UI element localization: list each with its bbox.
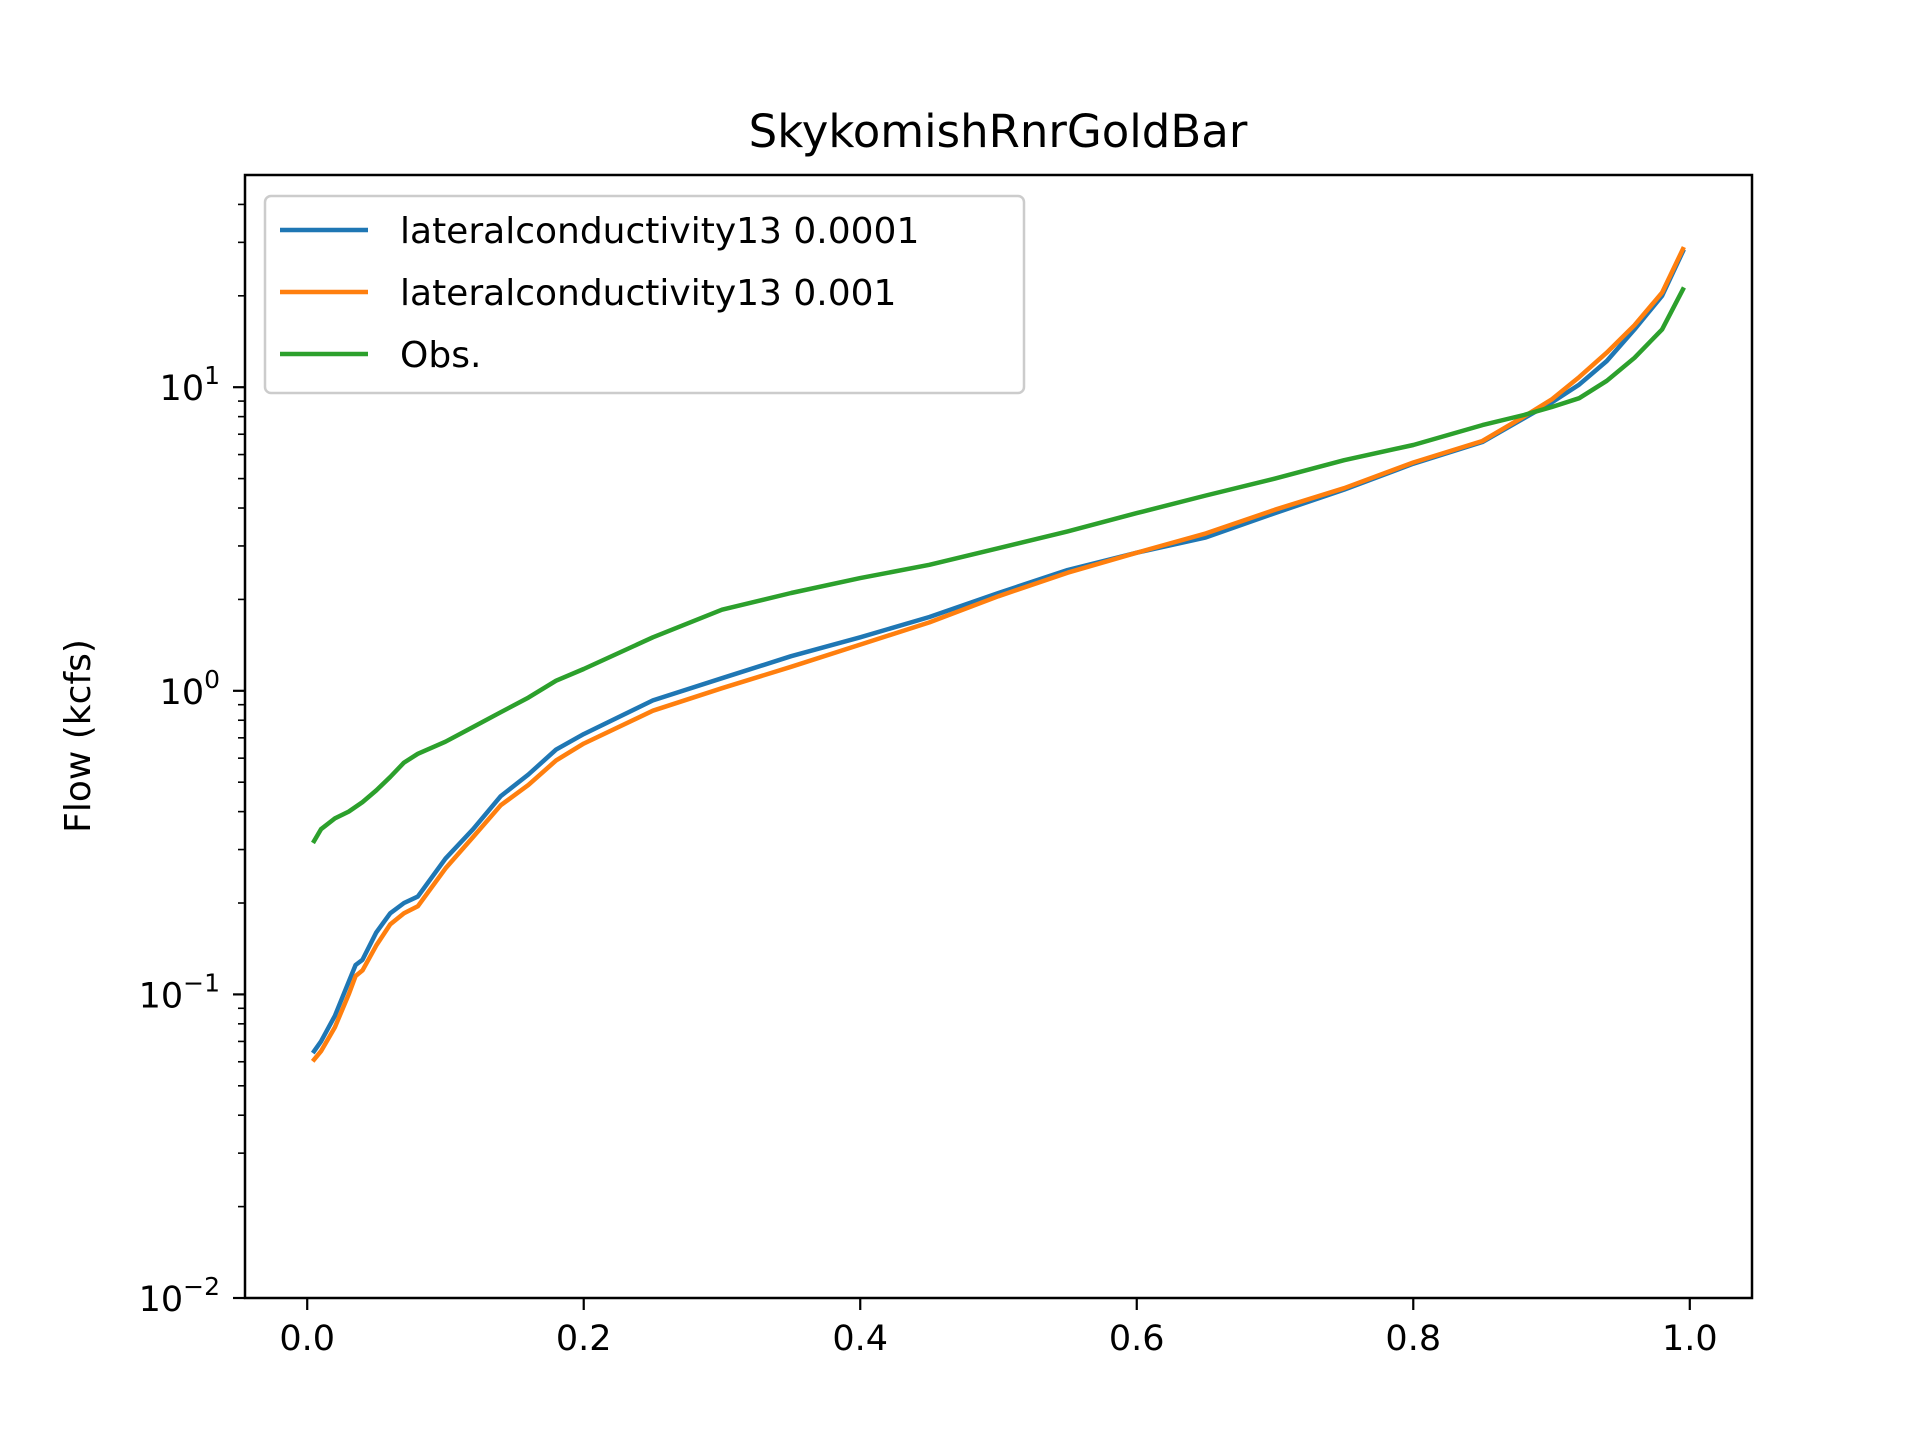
x-tick-label-0: 0.0 <box>279 1319 335 1359</box>
x-tick-label-5: 1.0 <box>1662 1319 1718 1359</box>
series-line-2 <box>311 286 1686 845</box>
x-tick-label-4: 0.8 <box>1385 1319 1441 1359</box>
legend-label-1: lateralconductivity13 0.001 <box>400 273 896 314</box>
x-tick-label-1: 0.2 <box>556 1319 612 1359</box>
legend-frame <box>263 194 1026 395</box>
x-tick-label-2: 0.4 <box>832 1319 888 1359</box>
legend: lateralconductivity13 0.0001 lateralcondu… <box>263 194 1026 395</box>
series-lines <box>310 246 1686 1063</box>
legend-label-2: Obs. <box>400 335 481 376</box>
x-tick-label-3: 0.6 <box>1109 1319 1165 1359</box>
chart-title: SkykomishRnrGoldBar <box>749 105 1248 158</box>
plot-frame <box>243 173 1754 1300</box>
y-axis-label: Flow (kcfs) <box>58 639 99 833</box>
legend-label-0: lateralconductivity13 0.0001 <box>400 211 919 252</box>
x-axis: 0.0 0.2 0.4 0.6 0.8 1.0 <box>279 1298 1718 1359</box>
y-tick-label-0: 10−2 <box>139 1272 220 1320</box>
